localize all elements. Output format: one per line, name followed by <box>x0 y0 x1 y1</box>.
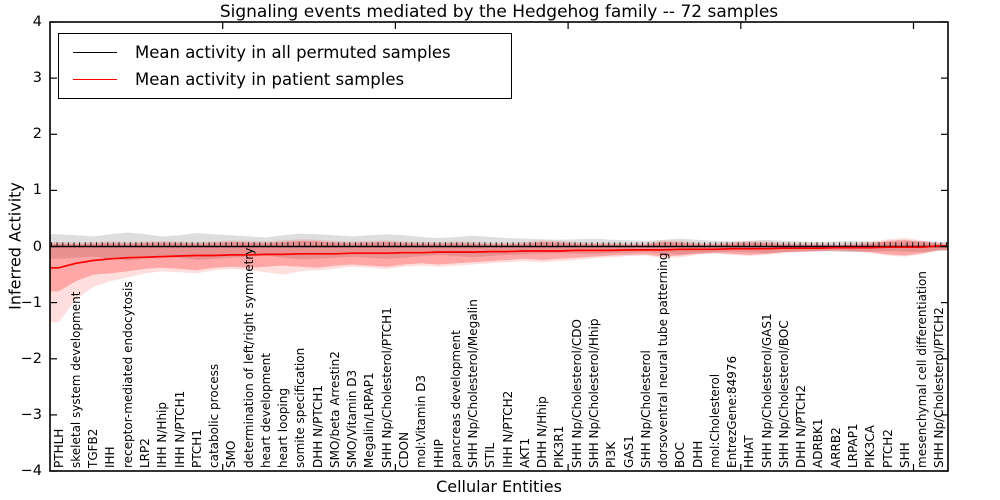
x-tick-label: ARRB2 <box>828 427 843 468</box>
x-tick-label: SHH <box>897 442 912 468</box>
legend-item-permuted: Mean activity in all permuted samples <box>59 43 511 62</box>
x-tick-label: IHH N/PTCH1 <box>172 390 187 468</box>
x-tick-label: pancreas development <box>448 330 463 468</box>
x-tick-label: mol:Cholesterol <box>707 373 722 468</box>
x-tick-label: BOC <box>673 442 688 468</box>
x-axis-label: Cellular Entities <box>436 477 562 496</box>
x-tick-label: SHH Np/Cholesterol/Hhip <box>586 318 601 468</box>
x-tick-label: HHAT <box>742 435 757 468</box>
x-tick-label: SHH Np/Cholesterol <box>638 350 653 468</box>
x-tick-label: heart development <box>258 353 273 468</box>
x-tick-label: catabolic process <box>207 363 222 468</box>
x-tick-label: IHH N/PTCH2 <box>500 390 515 468</box>
legend: Mean activity in all permuted samples Me… <box>58 33 512 99</box>
x-tick-label: SMO/beta Arrestin2 <box>327 351 342 468</box>
x-tick-label: DHH N/PTCH1 <box>310 384 325 468</box>
legend-label-patient: Mean activity in patient samples <box>135 70 405 90</box>
y-tick-label: −3 <box>20 406 42 423</box>
x-tick-label: EntrezGene:84976 <box>725 355 740 468</box>
x-tick-label: DHH N/Hhip <box>535 396 550 468</box>
x-tick-label: PIK3R1 <box>552 425 567 468</box>
x-tick-label: TGFB2 <box>86 428 101 468</box>
x-tick-label: mesenchymal cell differentiation <box>915 271 930 468</box>
x-tick-label: ADRBK1 <box>811 418 826 468</box>
x-tick-label: SHH Np/Cholesterol/Megalin <box>466 299 481 468</box>
y-tick-label: 0 <box>32 238 42 255</box>
x-tick-label: PI3K <box>604 441 619 468</box>
legend-label-permuted: Mean activity in all permuted samples <box>135 42 451 62</box>
y-tick-label: −1 <box>20 294 42 311</box>
x-tick-label: dorsoventral neural tube patterning <box>656 252 671 468</box>
line-mean-activity-in-patient-samples <box>50 245 948 269</box>
x-tick-label: Megalin/LRPAP1 <box>362 372 377 468</box>
y-tick-label: 1 <box>32 182 42 199</box>
x-tick-label: LRP2 <box>137 438 152 468</box>
y-tick-label: −4 <box>20 463 42 479</box>
x-tick-label: PTCH1 <box>189 429 204 468</box>
x-tick-label: determination of left/right symmetry <box>241 247 256 468</box>
band-patient-samples-range <box>50 239 948 292</box>
x-tick-label: SHH Np/Cholesterol/PTCH1 <box>379 307 394 468</box>
x-tick-label: SHH Np/Cholesterol/CDO <box>569 319 584 468</box>
x-tick-label: IHH N/Hhip <box>155 402 170 468</box>
x-tick-label: PTHLH <box>51 428 66 468</box>
x-tick-label: STIL <box>483 442 498 468</box>
y-tick-label: 3 <box>32 70 42 87</box>
x-tick-label: heart looping <box>276 388 291 468</box>
legend-line-sample-black <box>73 51 117 53</box>
x-tick-label: LRPAP1 <box>846 423 861 468</box>
y-tick-label: 4 <box>32 14 42 30</box>
x-tick-label: SMO <box>224 440 239 468</box>
x-tick-label: somite specification <box>293 347 308 468</box>
x-tick-label: DHH N/PTCH2 <box>794 384 809 468</box>
x-tick-label: AKT1 <box>517 437 532 468</box>
y-tick-label: 2 <box>32 126 42 143</box>
x-tick-label: SHH Np/Cholesterol/BOC <box>776 320 791 468</box>
legend-line-sample-red <box>73 79 117 81</box>
x-tick-label: CDON <box>397 431 412 468</box>
chart-title: Signaling events mediated by the Hedgeho… <box>219 2 779 22</box>
x-tick-label: HHIP <box>431 439 446 468</box>
x-tick-label: SMO/Vitamin D3 <box>345 369 360 468</box>
x-tick-label: mol:Vitamin D3 <box>414 374 429 468</box>
band-patient-samples-range-outer <box>50 238 948 323</box>
x-tick-label: receptor-mediated endocytosis <box>120 281 135 468</box>
x-tick-label: PIK3CA <box>863 425 878 468</box>
x-tick-label: SHH Np/Cholesterol/GAS1 <box>759 313 774 468</box>
y-tick-label: −2 <box>20 350 42 367</box>
legend-item-patient: Mean activity in patient samples <box>59 70 511 89</box>
x-tick-label: SHH Np/Cholesterol/PTCH2 <box>932 307 947 468</box>
x-tick-label: IHH <box>103 446 118 468</box>
x-tick-label: PTCH2 <box>880 429 895 468</box>
x-tick-label: GAS1 <box>621 435 636 468</box>
x-tick-label: DHH <box>690 440 705 468</box>
x-tick-label: skeletal system development <box>68 291 83 468</box>
